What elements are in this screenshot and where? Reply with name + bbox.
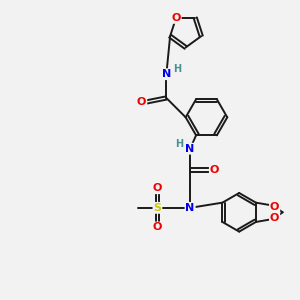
Text: N: N (162, 69, 171, 79)
Text: H: H (174, 64, 182, 74)
Text: H: H (175, 139, 183, 149)
Text: O: O (153, 223, 162, 232)
Text: S: S (153, 203, 161, 213)
Text: O: O (270, 202, 279, 212)
Text: O: O (153, 183, 162, 193)
Text: N: N (185, 144, 195, 154)
Text: O: O (171, 13, 181, 23)
Text: O: O (210, 165, 219, 175)
Text: O: O (137, 98, 146, 107)
Text: O: O (270, 213, 279, 223)
Text: N: N (185, 203, 195, 213)
